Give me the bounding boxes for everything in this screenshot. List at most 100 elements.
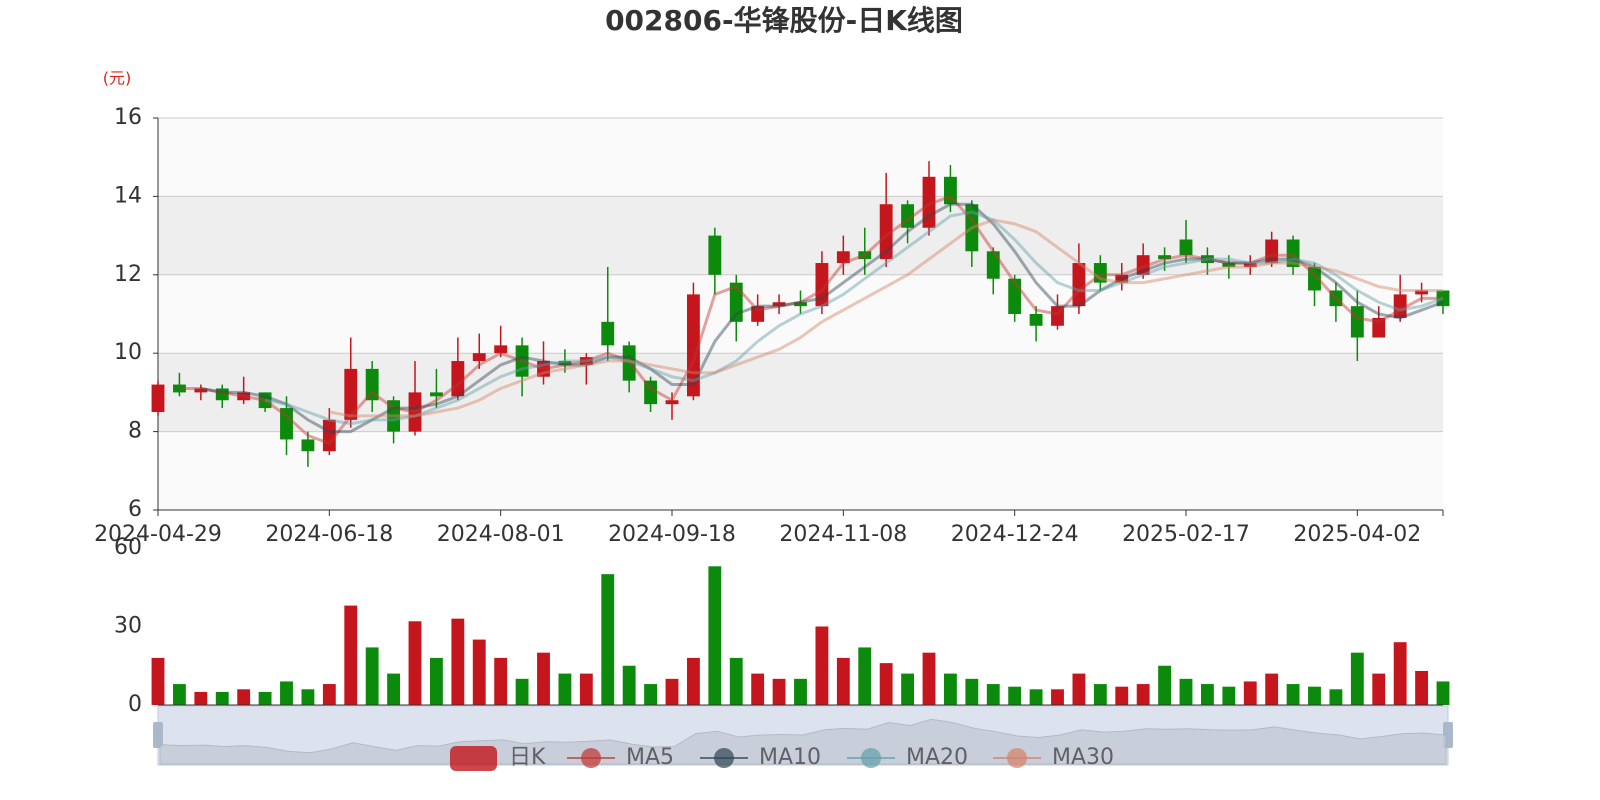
candle-body xyxy=(280,408,293,440)
candle-body xyxy=(986,251,1000,279)
candle-body xyxy=(344,368,358,420)
volume-bar xyxy=(1222,686,1236,705)
candle-body xyxy=(1008,278,1022,314)
candle-body xyxy=(901,204,915,228)
x-tick-label: 2025-02-17 xyxy=(1122,522,1250,547)
volume-bar xyxy=(1265,673,1279,705)
zoom-handle-left[interactable] xyxy=(153,722,163,748)
candle-body xyxy=(1136,255,1150,275)
candle-body xyxy=(1265,239,1279,264)
x-tick-label: 2024-04-29 xyxy=(94,522,222,547)
ma-line xyxy=(200,202,1444,434)
candle-body xyxy=(1158,255,1172,260)
volume-bar xyxy=(943,673,957,705)
candle-body xyxy=(472,353,486,362)
candle-body xyxy=(622,345,636,381)
volume-bar xyxy=(280,681,293,705)
candle-body xyxy=(215,388,229,401)
volume-bar xyxy=(322,684,336,705)
ma-line xyxy=(264,210,1444,426)
candle-body xyxy=(708,235,722,275)
candle-body xyxy=(151,384,165,412)
volume-bar xyxy=(1243,681,1257,705)
candle-body xyxy=(237,392,251,401)
volume-bar xyxy=(344,605,358,705)
x-tick-label: 2024-08-01 xyxy=(437,522,565,547)
y-tick-label: 10 xyxy=(114,340,142,365)
candle-body xyxy=(772,302,786,307)
ma-line xyxy=(179,194,1443,445)
candle-body xyxy=(172,384,186,393)
x-tick-label: 2024-12-24 xyxy=(951,522,1079,547)
volume-bar xyxy=(879,663,893,705)
legend-icon xyxy=(581,748,601,768)
legend-icon xyxy=(450,746,497,771)
volume-bar xyxy=(365,647,379,705)
volume-bar xyxy=(258,691,272,705)
volume-bar xyxy=(751,673,765,705)
volume-bar xyxy=(387,673,401,705)
volume-bar xyxy=(1072,673,1086,705)
candle-body xyxy=(451,361,465,397)
candle-body xyxy=(729,282,743,322)
legend-label[interactable]: MA10 xyxy=(759,745,821,770)
volume-bar xyxy=(1436,681,1450,705)
volume-bar xyxy=(1029,689,1043,705)
volume-bar xyxy=(686,657,700,705)
legend-label[interactable]: MA20 xyxy=(906,745,968,770)
volume-bar xyxy=(622,665,636,705)
volume-bar xyxy=(1350,652,1364,705)
volume-bar xyxy=(1051,689,1064,705)
candle-body xyxy=(515,345,529,377)
volume-bar xyxy=(901,673,915,705)
split-area xyxy=(158,118,1443,197)
x-tick-label: 2024-06-18 xyxy=(265,522,393,547)
candle-body xyxy=(751,306,765,322)
candle-body xyxy=(1308,266,1321,291)
candle-body xyxy=(301,439,315,452)
chart-title: 002806-华锋股份-日K线图 xyxy=(605,4,963,37)
volume-bar xyxy=(408,621,422,705)
volume-bar xyxy=(1008,686,1022,705)
volume-bar xyxy=(965,678,979,705)
x-tick-label: 2024-11-08 xyxy=(779,522,907,547)
volume-bar xyxy=(794,678,807,705)
volume-bar xyxy=(1136,684,1150,705)
y-tick-label: 12 xyxy=(114,262,142,287)
candle-body xyxy=(1222,263,1236,267)
legend-icon xyxy=(714,748,734,768)
volume-bar xyxy=(558,673,572,705)
candle-body xyxy=(1051,306,1064,326)
candle-body xyxy=(1029,314,1043,326)
candle-body xyxy=(686,294,700,397)
legend-label[interactable]: MA30 xyxy=(1052,745,1114,770)
volume-bar xyxy=(708,566,722,705)
candle-body xyxy=(1072,263,1086,307)
volume-bar xyxy=(1179,678,1193,705)
candle-body xyxy=(558,361,572,365)
volume-bar xyxy=(194,691,208,705)
volume-bar xyxy=(772,678,786,705)
volume-bar xyxy=(986,684,1000,705)
volume-bar xyxy=(151,657,165,705)
candle-body xyxy=(365,368,379,401)
volume-bar xyxy=(601,574,615,705)
volume-bar xyxy=(858,647,872,705)
candle-body xyxy=(665,400,679,405)
volume-bar xyxy=(301,689,315,705)
candle-body xyxy=(194,388,208,393)
volume-bar xyxy=(815,626,829,705)
candle-body xyxy=(258,392,272,409)
volume-bar xyxy=(1158,665,1172,705)
volume-bar xyxy=(172,684,186,705)
volume-bar xyxy=(1329,689,1343,705)
candle-body xyxy=(1372,317,1386,338)
x-tick-label: 2024-09-18 xyxy=(608,522,736,547)
candle-body xyxy=(1093,263,1107,283)
candle-body xyxy=(1200,255,1214,264)
volume-bar xyxy=(237,689,251,705)
legend-icon xyxy=(1007,748,1027,768)
legend-label[interactable]: 日K xyxy=(509,745,546,770)
legend-label[interactable]: MA5 xyxy=(626,745,674,770)
